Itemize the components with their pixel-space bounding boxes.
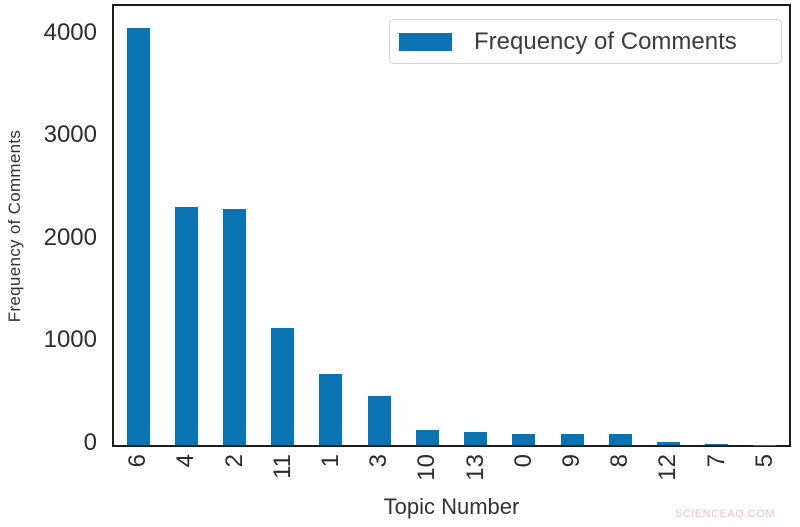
bar-topic-6 bbox=[126, 27, 150, 445]
x-tick-label-12: 12 bbox=[654, 454, 682, 481]
legend-label: Frequency of Comments bbox=[474, 27, 737, 55]
x-tick-label-11: 11 bbox=[268, 454, 296, 479]
bar-topic-9 bbox=[560, 433, 584, 445]
x-axis-title: Topic Number bbox=[383, 494, 520, 519]
x-tick-label-6: 6 bbox=[124, 454, 152, 468]
x-tick-label-3: 3 bbox=[365, 454, 393, 468]
plot-area: Frequency of Comments bbox=[112, 4, 791, 447]
x-tick-label-10: 10 bbox=[413, 454, 441, 481]
bar-topic-7 bbox=[705, 444, 729, 445]
y-tick-label: 2000 bbox=[43, 223, 97, 251]
y-tick-label: 4000 bbox=[43, 18, 97, 46]
x-tick-label-1: 1 bbox=[316, 454, 344, 468]
legend: Frequency of Comments bbox=[389, 19, 782, 64]
x-tick-label-7: 7 bbox=[702, 454, 730, 468]
bar-topic-12 bbox=[656, 441, 680, 445]
bar-topic-13 bbox=[464, 432, 488, 445]
bar-topic-8 bbox=[608, 433, 632, 445]
x-tick-label-8: 8 bbox=[606, 454, 634, 468]
bar-topic-10 bbox=[415, 429, 439, 445]
bar-topic-4 bbox=[174, 206, 198, 445]
bar-topic-2 bbox=[223, 209, 247, 445]
legend-swatch bbox=[399, 32, 452, 51]
x-tick-label-0: 0 bbox=[509, 454, 537, 468]
x-tick-label-13: 13 bbox=[461, 454, 489, 481]
watermark: SCIENCEAQ.COM bbox=[674, 508, 775, 520]
y-tick-label: 0 bbox=[83, 429, 97, 456]
y-tick-label: 1000 bbox=[43, 326, 97, 354]
x-tick-label-2: 2 bbox=[220, 454, 248, 468]
bar-topic-11 bbox=[271, 328, 295, 445]
bar-topic-0 bbox=[512, 434, 536, 445]
x-tick-label-5: 5 bbox=[750, 454, 778, 468]
x-tick-label-9: 9 bbox=[558, 454, 586, 468]
x-tick-label-4: 4 bbox=[172, 454, 200, 468]
bar-topic-1 bbox=[319, 374, 343, 445]
y-tick-label: 3000 bbox=[43, 121, 97, 149]
bar-topic-3 bbox=[367, 396, 391, 445]
